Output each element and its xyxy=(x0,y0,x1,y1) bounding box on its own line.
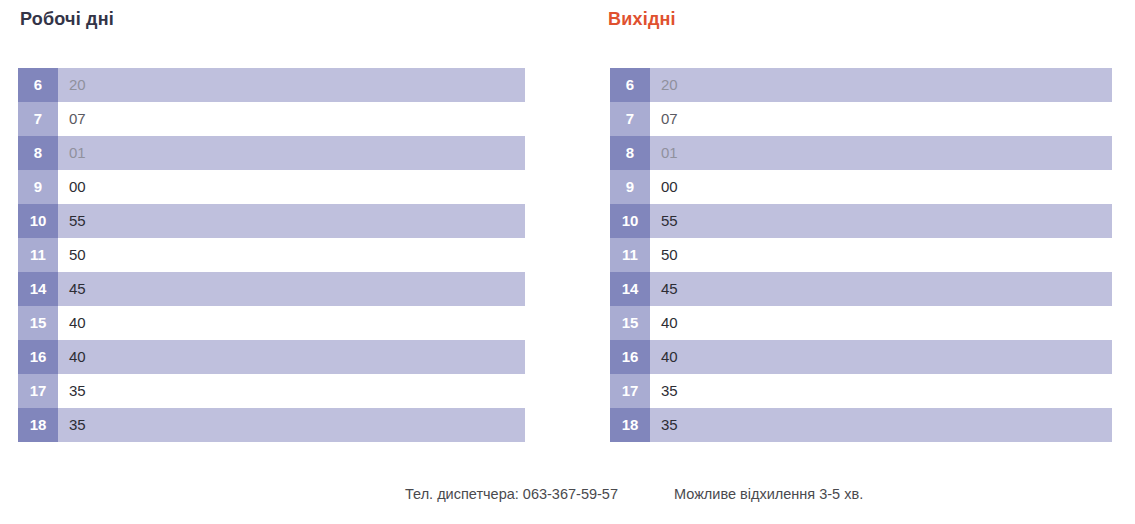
minutes-cell: 55 xyxy=(650,204,1112,238)
hour-cell: 6 xyxy=(18,68,58,102)
hour-cell: 6 xyxy=(610,68,650,102)
minutes-cell: 35 xyxy=(650,374,1112,408)
minutes-cell: 35 xyxy=(58,374,525,408)
footer: Тел. диспетчера: 063-367-59-57 Можливе в… xyxy=(405,486,863,502)
schedule-row: 1055 xyxy=(610,204,1112,238)
schedule-row: 1055 xyxy=(18,204,525,238)
hour-cell: 8 xyxy=(610,136,650,170)
hour-cell: 17 xyxy=(18,374,58,408)
deviation-note: Можливе відхилення 3-5 хв. xyxy=(674,486,863,502)
hour-cell: 16 xyxy=(610,340,650,374)
minutes-cell: 01 xyxy=(650,136,1112,170)
schedule-row: 900 xyxy=(610,170,1112,204)
hour-cell: 14 xyxy=(610,272,650,306)
hour-cell: 15 xyxy=(18,306,58,340)
schedule-row: 1640 xyxy=(18,340,525,374)
schedule-row: 707 xyxy=(18,102,525,136)
dispatcher-phone: Тел. диспетчера: 063-367-59-57 xyxy=(405,486,618,502)
schedule-row: 1735 xyxy=(18,374,525,408)
schedule-row: 1835 xyxy=(610,408,1112,442)
minutes-cell: 07 xyxy=(650,102,1112,136)
minutes-cell: 55 xyxy=(58,204,525,238)
workdays-title: Робочі дні xyxy=(20,9,114,30)
minutes-cell: 45 xyxy=(58,272,525,306)
schedule-row: 1540 xyxy=(610,306,1112,340)
hour-cell: 15 xyxy=(610,306,650,340)
schedule-page: Робочі дні Вихідні 620707801900105511501… xyxy=(0,0,1135,524)
hour-cell: 7 xyxy=(610,102,650,136)
weekend-title: Вихідні xyxy=(608,9,676,30)
hour-cell: 17 xyxy=(610,374,650,408)
minutes-cell: 40 xyxy=(650,340,1112,374)
schedule-row: 900 xyxy=(18,170,525,204)
hour-cell: 7 xyxy=(18,102,58,136)
minutes-cell: 07 xyxy=(58,102,525,136)
schedule-row: 801 xyxy=(18,136,525,170)
hour-cell: 14 xyxy=(18,272,58,306)
schedule-row: 1835 xyxy=(18,408,525,442)
minutes-cell: 40 xyxy=(650,306,1112,340)
minutes-cell: 00 xyxy=(58,170,525,204)
schedule-row: 620 xyxy=(18,68,525,102)
minutes-cell: 45 xyxy=(650,272,1112,306)
minutes-cell: 50 xyxy=(650,238,1112,272)
schedule-row: 707 xyxy=(610,102,1112,136)
schedule-row: 1640 xyxy=(610,340,1112,374)
hour-cell: 11 xyxy=(18,238,58,272)
schedule-row: 1735 xyxy=(610,374,1112,408)
schedule-row: 801 xyxy=(610,136,1112,170)
schedule-row: 620 xyxy=(610,68,1112,102)
hour-cell: 18 xyxy=(610,408,650,442)
hour-cell: 9 xyxy=(18,170,58,204)
minutes-cell: 50 xyxy=(58,238,525,272)
hour-cell: 8 xyxy=(18,136,58,170)
hour-cell: 9 xyxy=(610,170,650,204)
minutes-cell: 01 xyxy=(58,136,525,170)
hour-cell: 18 xyxy=(18,408,58,442)
minutes-cell: 20 xyxy=(58,68,525,102)
hour-cell: 11 xyxy=(610,238,650,272)
weekend-schedule-table: 6207078019001055115014451540164017351835 xyxy=(610,68,1112,442)
workdays-schedule-table: 6207078019001055115014451540164017351835 xyxy=(18,68,525,442)
schedule-row: 1445 xyxy=(18,272,525,306)
minutes-cell: 35 xyxy=(58,408,525,442)
minutes-cell: 40 xyxy=(58,340,525,374)
schedule-row: 1540 xyxy=(18,306,525,340)
hour-cell: 10 xyxy=(610,204,650,238)
schedule-row: 1445 xyxy=(610,272,1112,306)
hour-cell: 10 xyxy=(18,204,58,238)
minutes-cell: 20 xyxy=(650,68,1112,102)
minutes-cell: 35 xyxy=(650,408,1112,442)
hour-cell: 16 xyxy=(18,340,58,374)
schedule-row: 1150 xyxy=(610,238,1112,272)
minutes-cell: 40 xyxy=(58,306,525,340)
schedule-row: 1150 xyxy=(18,238,525,272)
minutes-cell: 00 xyxy=(650,170,1112,204)
